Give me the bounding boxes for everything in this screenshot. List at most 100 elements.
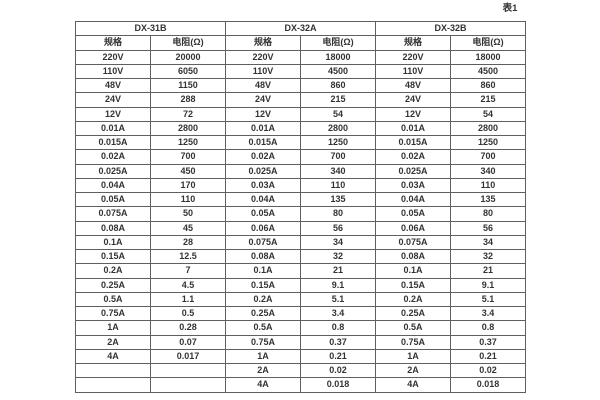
spec-cell: 0.08A: [375, 248, 452, 265]
resistance-cell: 0.28: [149, 320, 227, 336]
resistance-cell: 135: [450, 191, 527, 208]
spec-cell: 0.2A: [75, 263, 151, 279]
table-body: 220V 20000 220V 18000 220V 18000 110V 6050 110V 4…: [75, 49, 527, 393]
spec-cell: 110V: [75, 63, 151, 80]
resistance-cell: [149, 362, 227, 379]
spec-cell: 0.075A: [375, 234, 452, 251]
resistance-cell: 45: [149, 220, 227, 236]
table-row: 4A 0.018 4A 0.018: [75, 377, 527, 393]
resistance-cell: 450: [149, 163, 227, 179]
resistance-cell: 2800: [149, 120, 227, 137]
resistance-cell: 1.1: [149, 291, 227, 308]
spec-cell: 0.06A: [225, 220, 302, 236]
spec-cell: 2A: [75, 334, 151, 350]
spec-cell: 48V: [375, 77, 452, 94]
spec-cell: 0.02A: [75, 149, 151, 165]
spec-cell: 0.03A: [225, 177, 302, 194]
resistance-cell: 6050: [149, 63, 227, 80]
spec-cell: 24V: [375, 92, 452, 108]
spec-cell: 0.1A: [75, 234, 151, 251]
spec-cell: 0.15A: [225, 277, 302, 293]
table-row: 0.25A 4.5 0.15A 9.1 0.15A 9.1: [75, 277, 527, 293]
spec-cell: 4A: [225, 377, 302, 393]
spec-cell: 0.015A: [225, 134, 302, 151]
table-row: 24V 288 24V 215 24V 215: [75, 92, 527, 108]
table-row: 4A 0.017 1A 0.21 1A 0.21: [75, 348, 527, 365]
spec-cell: 12V: [75, 106, 151, 122]
spec-cell: 0.75A: [375, 334, 452, 350]
spec-cell: 0.01A: [375, 120, 452, 137]
resistance-cell: 56: [300, 220, 377, 236]
spec-cell: 0.5A: [225, 320, 302, 336]
table-row: 0.01A 2800 0.01A 2800 0.01A 2800: [75, 120, 527, 137]
spec-cell: 0.08A: [75, 220, 151, 236]
table-row: 220V 20000 220V 18000 220V 18000: [75, 49, 527, 65]
resistance-cell: 2800: [300, 120, 377, 137]
resistance-cell: 34: [300, 234, 377, 251]
resistance-cell: 110: [149, 191, 227, 208]
resistance-cell: 0.018: [300, 377, 377, 393]
table-row: 110V 6050 110V 4500 110V 4500: [75, 63, 527, 80]
spec-cell: 0.025A: [375, 163, 452, 179]
resistance-cell: 0.5: [149, 305, 227, 322]
table-row: 0.04A 170 0.03A 110 0.03A 110: [75, 177, 527, 194]
resistance-cell: 50: [149, 206, 227, 222]
resistance-cell: 9.1: [300, 277, 377, 293]
spec-table-container: DX-31B DX-32A DX-32B 规格 电阻(Ω) 规格 电阻(Ω) 规…: [74, 20, 527, 393]
spec-cell: [75, 362, 151, 379]
resistance-cell: 340: [300, 163, 377, 179]
table-row: 0.05A 110 0.04A 135 0.04A 135: [75, 191, 527, 208]
spec-cell: 24V: [225, 92, 302, 108]
spec-cell: 0.04A: [375, 191, 452, 208]
spec-cell: 0.06A: [375, 220, 452, 236]
spec-column-header: 规格: [225, 35, 302, 51]
resistance-cell: 3.4: [300, 305, 377, 322]
table-row: 1A 0.28 0.5A 0.8 0.5A 0.8: [75, 320, 527, 336]
resistance-cell: 9.1: [450, 277, 527, 293]
resistance-cell: 170: [149, 177, 227, 194]
table-row: 2A 0.07 0.75A 0.37 0.75A 0.37: [75, 334, 527, 350]
spec-cell: 0.25A: [225, 305, 302, 322]
spec-cell: 0.04A: [225, 191, 302, 208]
resistance-cell: 110: [300, 177, 377, 194]
table-row: 12V 72 12V 54 12V 54: [75, 106, 527, 122]
resistance-cell: 1250: [300, 134, 377, 151]
spec-cell: 12V: [225, 106, 302, 122]
spec-cell: 0.015A: [75, 134, 151, 151]
table-row: 0.1A 28 0.075A 34 0.075A 34: [75, 234, 527, 251]
resistance-cell: 0.8: [450, 320, 527, 336]
resistance-cell: 54: [450, 106, 527, 122]
spec-cell: 0.25A: [375, 305, 452, 322]
resistance-cell: 0.02: [300, 362, 377, 379]
resistance-cell: 340: [450, 163, 527, 179]
resistance-cell: 0.07: [149, 334, 227, 350]
resistance-cell: 700: [450, 149, 527, 165]
spec-cell: 0.25A: [75, 277, 151, 293]
spec-cell: 2A: [375, 362, 452, 379]
resistance-cell: 12.5: [149, 248, 227, 265]
resistance-cell: 110: [450, 177, 527, 194]
resistance-column-header: 电阻(Ω): [450, 35, 527, 51]
spec-cell: 0.05A: [375, 206, 452, 222]
resistance-cell: 28: [149, 234, 227, 251]
resistance-cell: 0.018: [450, 377, 527, 393]
spec-cell: 0.075A: [75, 206, 151, 222]
spec-cell: 110V: [225, 63, 302, 80]
table-row: 48V 1150 48V 860 48V 860: [75, 77, 527, 94]
column-header-row: 规格 电阻(Ω) 规格 电阻(Ω) 规格 电阻(Ω): [75, 35, 527, 51]
spec-cell: 0.025A: [225, 163, 302, 179]
resistance-cell: 18000: [300, 49, 377, 65]
table-row: 0.15A 12.5 0.08A 32 0.08A 32: [75, 248, 527, 265]
spec-cell: 0.02A: [375, 149, 452, 165]
spec-cell: 0.5A: [375, 320, 452, 336]
table-row: 0.2A 7 0.1A 21 0.1A 21: [75, 263, 527, 279]
resistance-cell: 0.21: [450, 348, 527, 365]
spec-cell: 0.01A: [225, 120, 302, 137]
spec-cell: 0.5A: [75, 291, 151, 308]
resistance-cell: 215: [450, 92, 527, 108]
spec-cell: 48V: [75, 77, 151, 94]
table-row: 0.075A 50 0.05A 80 0.05A 80: [75, 206, 527, 222]
spec-cell: 0.015A: [375, 134, 452, 151]
resistance-cell: 4500: [450, 63, 527, 80]
resistance-cell: 32: [300, 248, 377, 265]
